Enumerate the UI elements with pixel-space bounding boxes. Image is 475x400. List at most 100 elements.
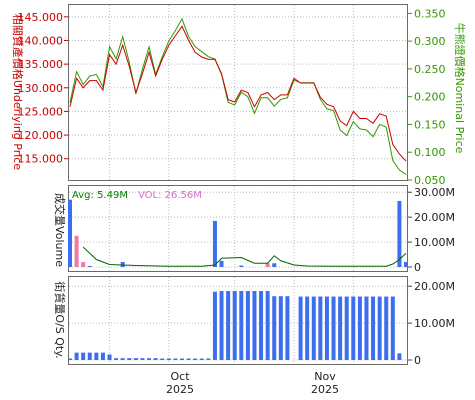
volume-vol-label: VOL: 26.56M: [138, 190, 202, 201]
volume-tick-label: 0: [414, 261, 421, 274]
outstanding-bar: [232, 291, 237, 360]
left-tick-label: 125.000: [18, 105, 64, 118]
right-axis-title: 牛熊證價格Nominal Price: [453, 23, 467, 154]
underlying-price-line: [69, 25, 407, 162]
outstanding-bar: [226, 291, 231, 360]
volume-bar: [81, 262, 86, 267]
volume-bar: [239, 265, 244, 267]
volume-bar: [404, 262, 408, 267]
outstanding-bar: [272, 296, 277, 360]
outstanding-bar: [285, 296, 290, 360]
right-tick-label: 0.150: [414, 118, 446, 131]
left-axis-title: 相關資產價格Underlying Price: [11, 14, 25, 170]
volume-bar: [265, 263, 270, 267]
outstanding-bar: [120, 358, 125, 360]
right-tick-label: 0.050: [414, 174, 446, 187]
outstanding-bar: [107, 354, 112, 360]
x-label-nov: Nov: [314, 370, 336, 383]
outstanding-bar: [371, 296, 376, 360]
x-label-oct: Oct: [170, 370, 190, 383]
volume-avg-label: Avg: 5.49M: [72, 190, 128, 201]
left-tick-label: 145.000: [18, 11, 64, 24]
volume-bar: [272, 263, 277, 267]
outstanding-bar: [265, 291, 270, 360]
volume-bar: [74, 235, 79, 267]
outstanding-bar: [364, 296, 369, 360]
outstanding-bar: [173, 358, 178, 360]
volume-bar: [212, 220, 217, 267]
outstanding-bar: [338, 296, 343, 360]
outstanding-bar: [114, 358, 119, 360]
outstanding-axis-title: 街貨量O/S Qty.: [53, 281, 67, 358]
outstanding-bar: [351, 296, 356, 360]
outstanding-bar: [324, 296, 329, 360]
price-lines: [69, 17, 407, 175]
outstanding-bar: [245, 291, 250, 360]
left-tick-label: 135.000: [18, 58, 64, 71]
outstanding-bar: [199, 358, 204, 360]
outstanding-tick-label: 20.00M: [414, 280, 455, 293]
outstanding-bar: [193, 358, 198, 360]
outstanding-bar: [133, 358, 138, 360]
outstanding-bar: [94, 352, 99, 360]
outstanding-bar: [212, 291, 217, 360]
outstanding-bar: [219, 291, 224, 360]
outstanding-bar: [384, 296, 389, 360]
outstanding-bar: [206, 358, 211, 360]
volume-bars: [68, 199, 408, 268]
outstanding-bars: [68, 291, 402, 360]
outstanding-bar: [357, 296, 362, 360]
x-label-nov-year: 2025: [311, 383, 339, 396]
volume-tick-label: 20.00M: [414, 211, 455, 224]
outstanding-bar: [68, 358, 72, 360]
outstanding-bar: [318, 296, 323, 360]
outstanding-tick-label: 10.00M: [414, 317, 455, 330]
outstanding-bar: [166, 358, 171, 360]
volume-bar: [87, 266, 92, 268]
left-tick-label: 130.000: [18, 82, 64, 95]
volume-tick-label: 10.00M: [414, 236, 455, 249]
outstanding-bar: [311, 296, 316, 360]
right-tick-label: 0.300: [414, 35, 446, 48]
outstanding-bar: [160, 358, 165, 360]
outstanding-bar: [397, 353, 402, 360]
left-tick-label: 140.000: [18, 34, 64, 47]
outstanding-bar: [259, 291, 264, 360]
outstanding-bar: [74, 352, 79, 360]
axis-ticks: 115.000 120.000 125.000 130.000 135.000 140.0…: [18, 7, 455, 367]
outstanding-bar: [87, 352, 92, 360]
right-tick-label: 0.200: [414, 91, 446, 104]
outstanding-bar: [127, 358, 132, 360]
outstanding-bar: [331, 296, 336, 360]
outstanding-bar: [344, 296, 349, 360]
outstanding-bar: [147, 358, 152, 360]
left-tick-label: 120.000: [18, 129, 64, 142]
grid-lines: [69, 5, 407, 364]
volume-axis-title: 成交量Volume: [53, 193, 67, 267]
outstanding-bar: [239, 291, 244, 360]
right-tick-label: 0.350: [414, 7, 446, 20]
right-tick-label: 0.250: [414, 63, 446, 76]
outstanding-bar: [278, 296, 283, 360]
outstanding-bar: [100, 352, 105, 360]
outstanding-bar: [298, 296, 303, 360]
volume-bar: [219, 260, 224, 267]
volume-tick-label: 30.00M: [414, 186, 455, 199]
nominal-price-line: [69, 17, 407, 175]
left-tick-label: 115.000: [18, 153, 64, 166]
outstanding-bar: [81, 352, 86, 360]
outstanding-bar: [252, 291, 257, 360]
outstanding-bar: [377, 296, 382, 360]
price-panel-frame: [68, 4, 408, 181]
volume-avg-line: [82, 246, 407, 267]
outstanding-bar: [186, 358, 191, 360]
right-tick-label: 0.100: [414, 146, 446, 159]
x-label-oct-year: 2025: [166, 383, 194, 396]
outstanding-panel-frame: [68, 276, 408, 365]
outstanding-bar: [153, 358, 158, 360]
volume-bar: [397, 200, 402, 267]
outstanding-bar: [180, 358, 184, 360]
outstanding-bar: [140, 358, 145, 360]
volume-bar: [68, 199, 72, 267]
